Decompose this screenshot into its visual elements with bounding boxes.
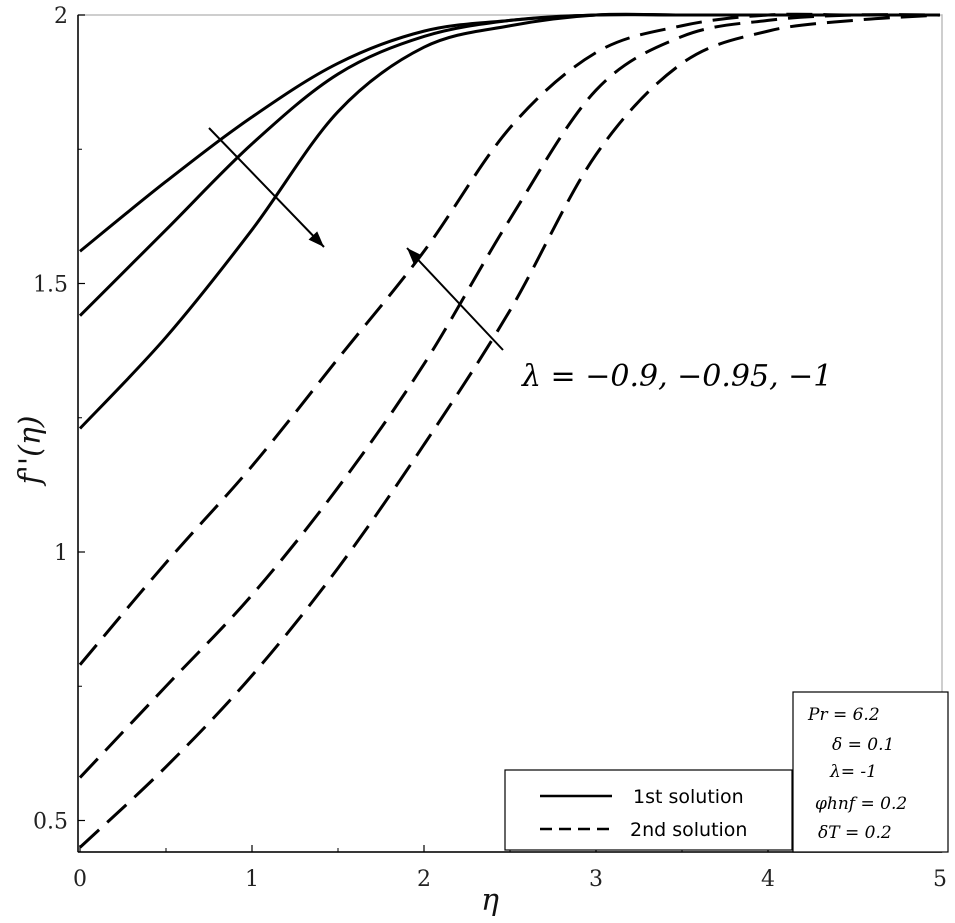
arrow-second-solution — [406, 247, 504, 351]
param-lambda: λ= -1 — [829, 762, 877, 782]
y-tick-label: 2 — [54, 4, 68, 29]
arrows — [208, 127, 504, 351]
dashed-curve-5 — [78, 13, 941, 779]
x-axis-label: η — [481, 883, 499, 918]
legend-box — [504, 769, 793, 851]
param-delta-t: δT = 0.2 — [818, 823, 892, 843]
curves — [78, 12, 941, 849]
x-tick-label: 0 — [73, 867, 87, 892]
solid-curve-3 — [78, 12, 940, 430]
arrow-first-solution — [208, 127, 325, 248]
x-tick-label: 2 — [417, 867, 431, 892]
legend: 1st solution 2nd solution — [504, 769, 793, 851]
x-tick-label: 4 — [761, 867, 775, 892]
solid-curve-1 — [79, 13, 940, 253]
y-tick-label: 1.5 — [33, 273, 68, 298]
dashed-curve-4 — [78, 12, 940, 666]
x-tick-label: 1 — [245, 867, 259, 892]
parameter-box-frame — [792, 691, 949, 853]
y-tick-label: 0.5 — [33, 810, 68, 835]
param-phi: φhnf = 0.2 — [815, 794, 907, 814]
dashed-curve-6 — [78, 13, 941, 849]
param-delta: δ = 0.1 — [832, 735, 894, 755]
x-tick-label: 5 — [933, 867, 947, 892]
x-tick-label: 3 — [589, 867, 603, 892]
solid-curve-2 — [78, 13, 940, 317]
axis-ticks: 0 1 2 3 4 5 0.5 1 1.5 2 — [33, 4, 947, 892]
parameter-box: Pr = 6.2 δ = 0.1 λ= -1 φhnf = 0.2 δT = 0… — [792, 691, 949, 853]
y-tick-label: 1 — [54, 541, 68, 566]
param-pr: Pr = 6.2 — [807, 705, 880, 725]
legend-label-2nd: 2nd solution — [630, 819, 747, 841]
y-axis-label: f''(η) — [13, 416, 48, 487]
legend-label-1st: 1st solution — [633, 786, 744, 808]
lambda-annotation: λ = −0.9, −0.95, −1 — [521, 359, 832, 394]
